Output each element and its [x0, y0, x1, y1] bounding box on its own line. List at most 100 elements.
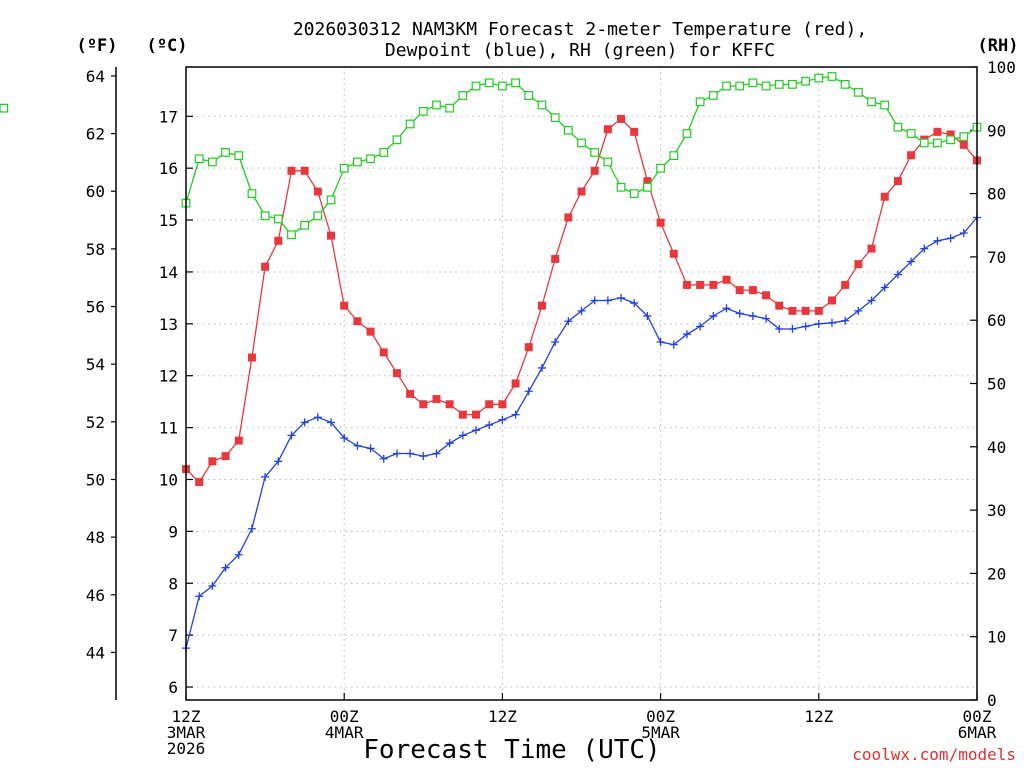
fahrenheit-tick-label: 50	[86, 470, 105, 489]
dewpoint-point	[814, 319, 823, 328]
rh-point	[682, 129, 692, 138]
temperature-point	[775, 301, 784, 310]
rh-tick-label: 60	[987, 311, 1006, 330]
celsius-tick-label: 15	[159, 211, 178, 230]
title-line-2: Dewpoint (blue), RH (green) for KFFC	[385, 40, 775, 61]
rh-point	[234, 151, 244, 161]
temperature-point	[959, 140, 968, 149]
dewpoint-point	[682, 330, 691, 339]
fahrenheit-tick-label: 48	[86, 528, 105, 547]
dewpoint-point	[920, 244, 929, 253]
rh-point	[774, 80, 784, 89]
temperature-point	[419, 400, 428, 409]
rh-point	[366, 154, 375, 164]
source-credit: coolwx.com/models	[852, 745, 1016, 764]
rh-line	[185, 75, 978, 236]
dewpoint-point	[564, 317, 573, 326]
temperature-point	[630, 127, 639, 136]
rh-point	[432, 100, 441, 110]
dewpoint-point	[419, 452, 428, 461]
temperature-point	[656, 218, 665, 227]
temperature-point	[551, 254, 560, 263]
rh-point	[669, 151, 679, 161]
rh-tick-label: 50	[987, 375, 1006, 394]
temperature-point	[907, 151, 916, 160]
rh-tick-label: 70	[987, 248, 1006, 267]
plot-frame	[185, 66, 978, 701]
celsius-tick-label: 17	[159, 107, 178, 126]
chart-title: 2026030312 NAM3KM Forecast 2-meter Tempe…	[293, 19, 867, 61]
dewpoint-point	[617, 293, 626, 302]
rh-point	[511, 78, 520, 88]
temperature-point	[208, 457, 217, 466]
rh-tick-label: 0	[987, 691, 997, 710]
dewpoint-point	[907, 257, 916, 266]
dewpoint-point	[195, 592, 204, 601]
fahrenheit-unit-label: (ºF)	[77, 36, 118, 56]
temperature-point	[590, 166, 599, 175]
dewpoint-point	[511, 410, 520, 419]
rh-point	[748, 78, 758, 88]
rh-tick-label: 30	[987, 501, 1006, 520]
rh-point	[919, 138, 929, 148]
rh-point	[498, 81, 507, 91]
dewpoint-point	[392, 449, 401, 458]
rh-point	[933, 138, 942, 148]
rh-tick-label: 80	[987, 185, 1006, 204]
rh-point	[221, 148, 230, 157]
temperature-point	[353, 317, 362, 326]
fahrenheit-tick-label: 46	[86, 586, 105, 605]
dewpoint-point	[854, 306, 863, 315]
rh-point	[405, 119, 415, 129]
celsius-tick-label: 8	[168, 574, 178, 593]
rh-point	[194, 154, 204, 164]
celsius-tick-label: 9	[168, 522, 178, 541]
dewpoint-point	[406, 449, 415, 458]
rh-point	[550, 113, 560, 123]
rh-point	[207, 157, 217, 167]
rh-point	[722, 81, 731, 91]
temperature-point	[261, 262, 270, 271]
fahrenheit-tick-label: 52	[86, 413, 105, 432]
rh-point	[643, 182, 652, 192]
rh-point	[577, 138, 586, 148]
temperature-point	[854, 260, 863, 269]
rh-tick-label: 10	[987, 628, 1006, 647]
temperature-point	[814, 306, 823, 315]
rh-point	[946, 135, 956, 145]
dewpoint-point	[524, 387, 533, 396]
temperature-point	[867, 244, 876, 253]
rh-point	[735, 81, 745, 91]
temperature-point	[933, 127, 942, 136]
temperature-point	[643, 177, 652, 186]
rh-point	[656, 163, 665, 173]
celsius-tick-label: 12	[159, 367, 178, 386]
dewpoint-point	[445, 439, 454, 448]
temperature-point	[392, 369, 401, 378]
rh-point	[379, 148, 389, 157]
rh-point	[853, 87, 863, 97]
dewpoint-point	[208, 581, 217, 590]
rh-point	[0, 103, 9, 113]
rh-point	[814, 73, 824, 83]
dewpoint-point	[893, 270, 902, 279]
time-tick-label: 5MAR	[641, 723, 680, 742]
dewpoint-point	[946, 234, 955, 243]
temperature-point	[748, 286, 757, 295]
temperature-point	[564, 213, 573, 222]
dewpoint-point	[274, 457, 283, 466]
rh-point	[603, 157, 613, 167]
rh-point	[708, 91, 718, 100]
celsius-tick-label: 6	[168, 678, 178, 697]
temperature-point	[379, 348, 388, 357]
rh-point	[418, 106, 428, 116]
rh-point	[959, 132, 969, 142]
temperature-point	[682, 280, 691, 289]
rh-point	[563, 125, 573, 135]
temperature-point	[498, 400, 507, 409]
temperature-point	[458, 410, 467, 419]
dewpoint-point	[841, 316, 850, 325]
temperature-point	[511, 379, 520, 388]
celsius-tick-label: 16	[159, 159, 178, 178]
dewpoint-point	[630, 299, 639, 308]
